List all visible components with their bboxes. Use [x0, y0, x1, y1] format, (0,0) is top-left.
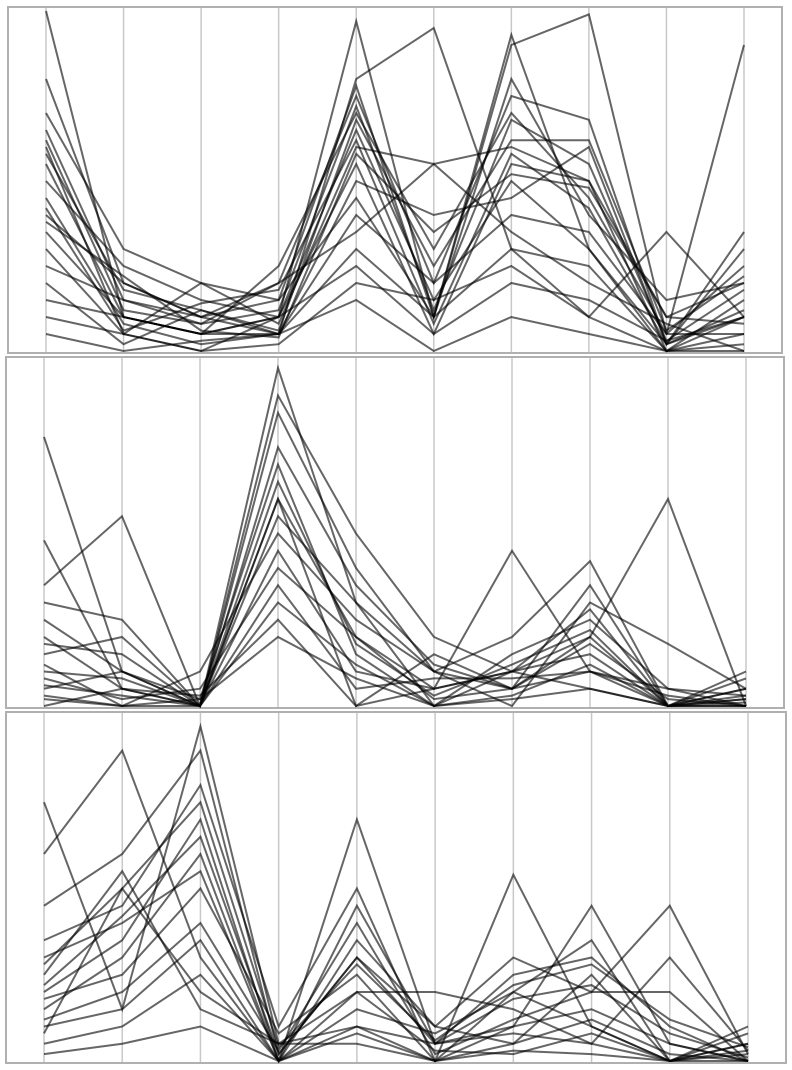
data-line: [43, 973, 749, 1063]
data-line: [43, 635, 747, 708]
data-line: [43, 444, 747, 708]
data-line: [43, 479, 747, 708]
data-line: [43, 409, 747, 709]
data-line: [43, 817, 749, 1064]
data-line: [45, 31, 745, 346]
data-line: [43, 607, 747, 708]
panel-frame: [5, 711, 787, 1064]
panel-frame: [5, 356, 785, 709]
data-line: [45, 162, 745, 352]
data-line: [43, 748, 749, 1064]
data-line: [45, 145, 745, 336]
data-line: [43, 583, 747, 708]
data-line: [43, 886, 749, 1063]
data-line: [43, 834, 749, 1059]
data-line: [43, 938, 749, 1063]
data-line: [45, 152, 745, 339]
data-line: [43, 514, 747, 708]
data-line: [43, 800, 749, 1050]
data-line: [45, 298, 744, 353]
data-line: [45, 264, 745, 353]
data-line: [43, 886, 749, 1063]
data-line: [43, 601, 746, 708]
data-line: [43, 1025, 748, 1063]
data-line: [43, 496, 747, 709]
data-line: [45, 264, 745, 342]
data-line: [45, 247, 745, 353]
data-line: [45, 137, 745, 346]
